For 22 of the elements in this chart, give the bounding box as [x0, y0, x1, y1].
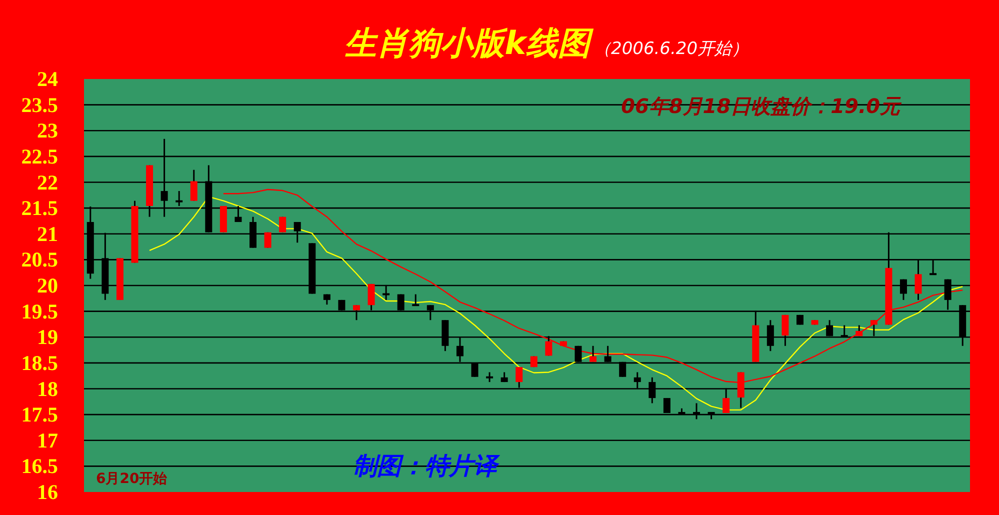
y-tick-label: 19	[37, 325, 58, 350]
candlestick	[486, 371, 494, 383]
y-tick-label: 18	[37, 376, 58, 401]
y-tick-label: 21	[37, 222, 58, 246]
y-tick-label: 23.5	[21, 92, 58, 117]
y-tick-label: 24	[37, 67, 58, 91]
y-tick-label: 16.5	[21, 454, 58, 478]
y-tick-label: 17.5	[21, 402, 58, 427]
chart-subtitle: （2006.6.20开始）	[594, 39, 749, 59]
y-tick-label: 20.5	[21, 248, 58, 272]
y-tick-label: 22.5	[21, 144, 58, 168]
y-tick-label: 19.5	[21, 299, 58, 324]
candlestick	[412, 294, 420, 306]
y-tick-label: 16	[37, 480, 58, 504]
chart-title: 生肖狗小版k线图	[344, 24, 594, 62]
y-tick-label: 17	[37, 428, 58, 452]
y-tick-label: 18.5	[21, 350, 58, 375]
y-tick-label: 22	[37, 170, 58, 194]
y-tick-label: 21.5	[21, 196, 58, 220]
annotation: 6月20开始	[96, 471, 168, 487]
y-tick-label: 20	[37, 274, 58, 298]
y-tick-label: 23	[37, 118, 58, 143]
